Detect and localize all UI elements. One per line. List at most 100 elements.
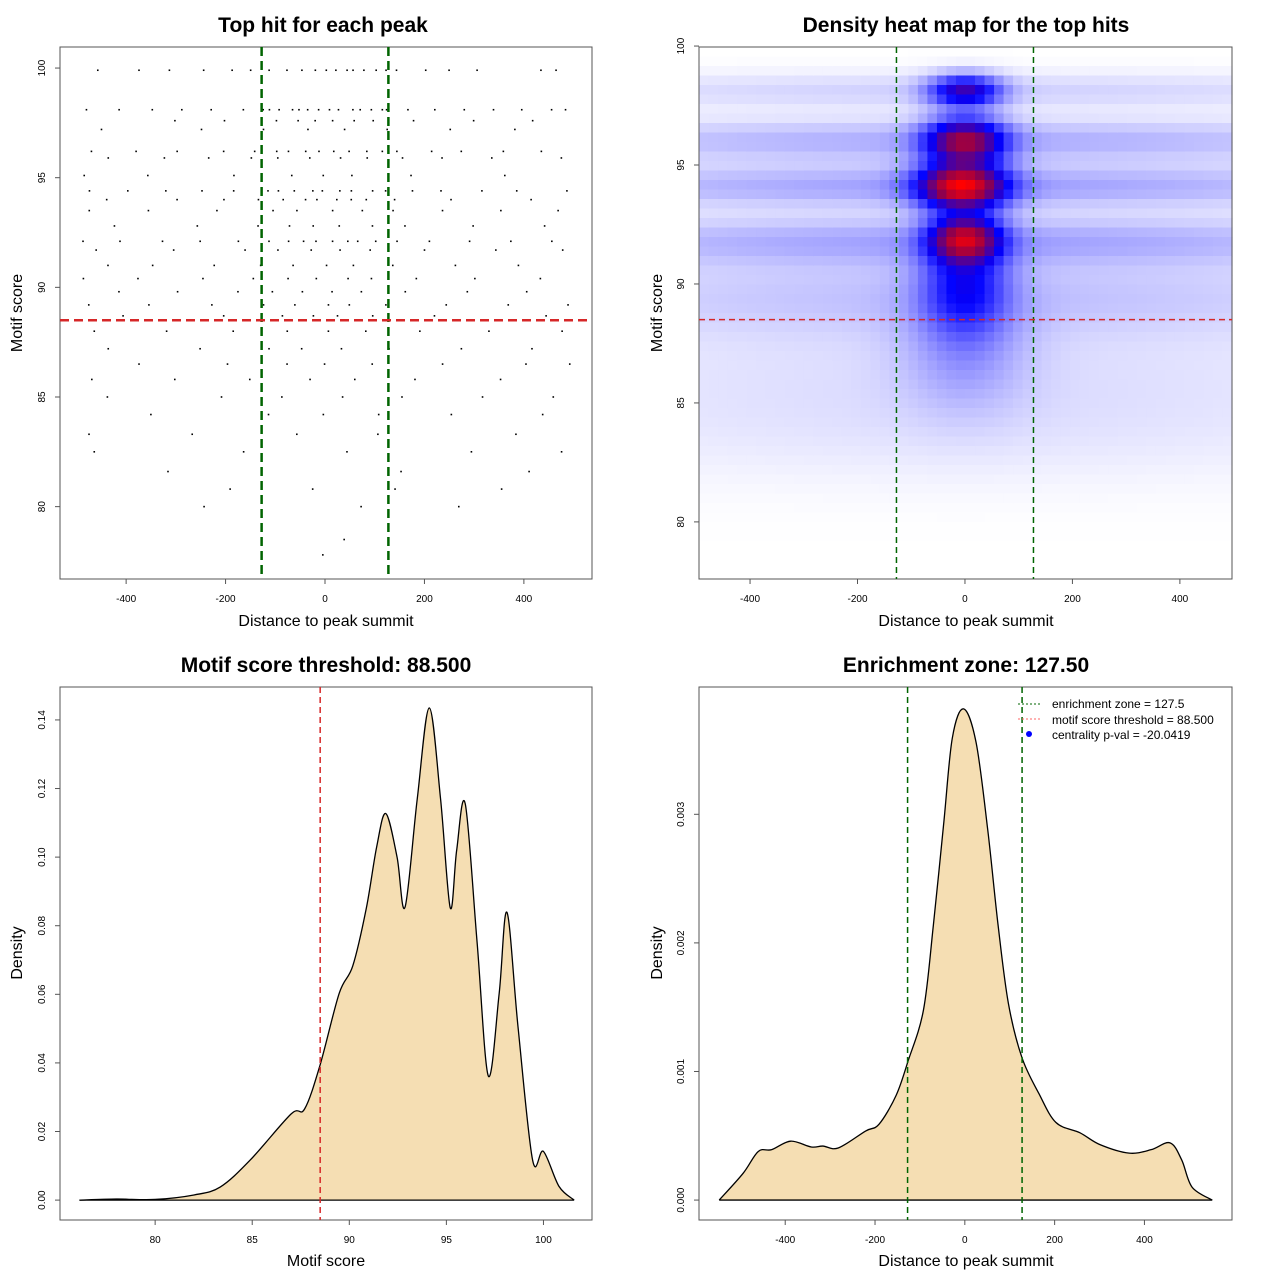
heatmap-cell [784, 56, 795, 67]
heatmap-cell [955, 493, 967, 504]
heatmap-cell [1165, 94, 1176, 105]
heatmap-cell [898, 66, 909, 77]
heatmap-cell [699, 75, 710, 86]
heatmap-cell [1032, 370, 1043, 381]
heatmap-cell [1022, 265, 1033, 276]
heatmap-cell [1041, 151, 1052, 162]
heatmap-cell [870, 341, 881, 352]
heatmap-cell [927, 294, 938, 305]
heatmap-cell [946, 161, 957, 172]
heatmap-cell [699, 512, 710, 523]
heatmap-cell [746, 512, 757, 523]
heatmap-cell [936, 75, 948, 86]
heatmap-cell [975, 531, 986, 542]
heatmap-cell [756, 275, 767, 286]
heatmap-cell [813, 275, 824, 286]
heatmap-cell [1146, 132, 1157, 143]
heatmap-cell [1222, 123, 1233, 134]
heatmap-cell [756, 512, 767, 523]
heatmap-cell [1136, 94, 1147, 105]
heatmap-cell [699, 560, 710, 571]
heatmap-cell [1193, 465, 1205, 476]
heatmap-cell [879, 379, 890, 390]
heatmap-cell [1117, 189, 1128, 200]
heatmap-cell [822, 237, 833, 248]
heatmap-cell [889, 332, 900, 343]
heatmap-cell [955, 189, 967, 200]
heatmap-cell [784, 284, 795, 295]
heatmap-cell [699, 275, 710, 286]
heatmap-cell [870, 218, 881, 229]
heatmap-cell [832, 408, 843, 419]
heatmap-cell [908, 408, 919, 419]
data-point [352, 264, 355, 267]
heatmap-cell [1079, 237, 1090, 248]
heatmap-cell [1079, 522, 1090, 533]
heatmap-cell [1222, 294, 1233, 305]
heatmap-cell [708, 465, 719, 476]
heatmap-cell [1041, 541, 1052, 552]
heatmap-cell [860, 75, 871, 86]
heatmap-cell [1127, 398, 1138, 409]
heatmap-cell [1165, 379, 1176, 390]
heatmap-cell [984, 446, 995, 457]
heatmap-cell [1098, 180, 1109, 191]
heatmap-cell [1212, 465, 1224, 476]
heatmap-cell [1098, 474, 1109, 485]
heatmap-cell [870, 132, 881, 143]
heatmap-cell [746, 303, 757, 314]
heatmap-cell [794, 303, 805, 314]
heatmap-cell [1108, 332, 1119, 343]
heatmap-cell [936, 484, 948, 495]
heatmap-cell [1098, 541, 1109, 552]
heatmap-cell [822, 208, 833, 219]
heatmap-cell [946, 360, 957, 371]
heatmap-cell [851, 446, 862, 457]
heatmap-cell [803, 180, 814, 191]
heatmap-cell [1203, 503, 1214, 514]
heatmap-cell [1108, 189, 1119, 200]
heatmap-cell [832, 284, 843, 295]
heatmap-cell [994, 541, 1005, 552]
heatmap-cell [898, 503, 909, 514]
heatmap-cell [1079, 313, 1090, 324]
heatmap-cell [984, 389, 995, 400]
legend-entry: enrichment zone = 127.5 [1052, 697, 1185, 711]
heatmap-cell [1098, 446, 1109, 457]
heatmap-cell [794, 560, 805, 571]
heatmap-cell [1060, 332, 1071, 343]
heatmap-cell [908, 503, 919, 514]
data-point [353, 119, 355, 122]
heatmap-cell [984, 275, 995, 286]
y-tick-label: 0.04 [37, 1053, 48, 1073]
data-point [332, 150, 335, 153]
heatmap-cell [813, 123, 824, 134]
heatmap-cell [879, 75, 890, 86]
heatmap-cell [727, 237, 738, 248]
heatmap-cell [1003, 256, 1014, 267]
heatmap-cell [1146, 503, 1157, 514]
heatmap-cell [1070, 351, 1081, 362]
heatmap-cell [1108, 408, 1119, 419]
heatmap-cell [737, 170, 748, 181]
heatmap-cell [841, 531, 852, 542]
heatmap-cell [1013, 427, 1024, 438]
data-point [174, 119, 176, 122]
data-point [262, 128, 265, 131]
heatmap-cell [870, 104, 881, 115]
heatmap-cell [1089, 379, 1100, 390]
heatmap-cell [1117, 208, 1128, 219]
heatmap-cell [841, 265, 852, 276]
heatmap-cell [1212, 541, 1224, 552]
heatmap-cell [718, 208, 729, 219]
heatmap-cell [1032, 560, 1043, 571]
heatmap-cell [803, 104, 814, 115]
heatmap-cell [1041, 161, 1052, 172]
heatmap-cell [832, 123, 843, 134]
heatmap-cell [1108, 370, 1119, 381]
data-point [176, 150, 178, 153]
heatmap-cell [1041, 85, 1052, 96]
heatmap-cell [1203, 474, 1214, 485]
heatmap-cell [813, 427, 824, 438]
heatmap-cell [1051, 512, 1062, 523]
